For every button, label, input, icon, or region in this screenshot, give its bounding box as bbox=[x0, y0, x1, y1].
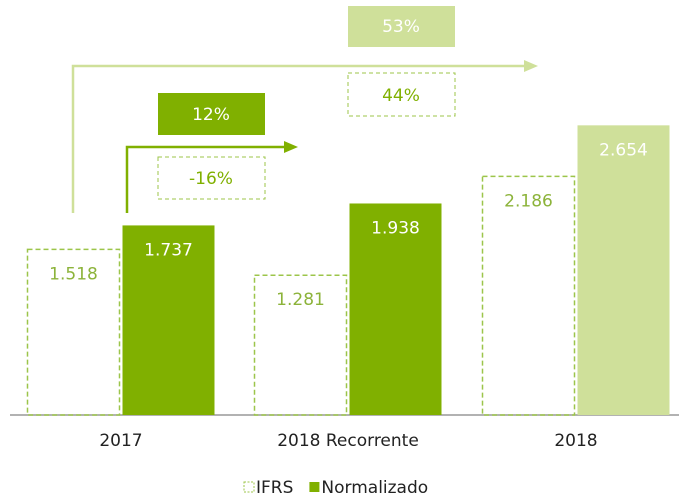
bar bbox=[349, 203, 442, 415]
annotation-box bbox=[157, 156, 266, 200]
annotation: 53% bbox=[382, 17, 420, 37]
x-tick-label: 2018 Recorrente bbox=[277, 431, 419, 451]
bar bbox=[481, 175, 576, 416]
annotation-box bbox=[348, 6, 455, 47]
value-label: 2.654 bbox=[599, 140, 648, 160]
bar bbox=[26, 248, 121, 416]
legend-swatch bbox=[243, 481, 255, 493]
bar bbox=[122, 225, 215, 415]
value-label: 2.186 bbox=[504, 191, 553, 211]
value-label: 1.518 bbox=[49, 264, 98, 284]
bar bbox=[253, 274, 348, 416]
bar bbox=[577, 125, 670, 416]
value-label: 1.938 bbox=[371, 218, 420, 238]
annotation: 12% bbox=[192, 105, 230, 125]
legend-label: IFRS bbox=[256, 478, 293, 498]
annotation: 44% bbox=[382, 86, 420, 106]
x-tick-label: 2018 bbox=[554, 431, 597, 451]
legend-swatch bbox=[309, 482, 320, 492]
arrow bbox=[71, 64, 528, 213]
arrow bbox=[125, 145, 288, 213]
arrow-head bbox=[524, 60, 538, 72]
annotation: -16% bbox=[189, 169, 233, 189]
arrow-head bbox=[284, 141, 298, 153]
x-tick-label: 2017 bbox=[99, 431, 142, 451]
annotation-box bbox=[347, 72, 456, 117]
value-label: 1.737 bbox=[144, 240, 193, 260]
value-label: 1.281 bbox=[276, 290, 325, 310]
annotation-box bbox=[158, 93, 265, 135]
legend-label: Normalizado bbox=[321, 478, 428, 498]
